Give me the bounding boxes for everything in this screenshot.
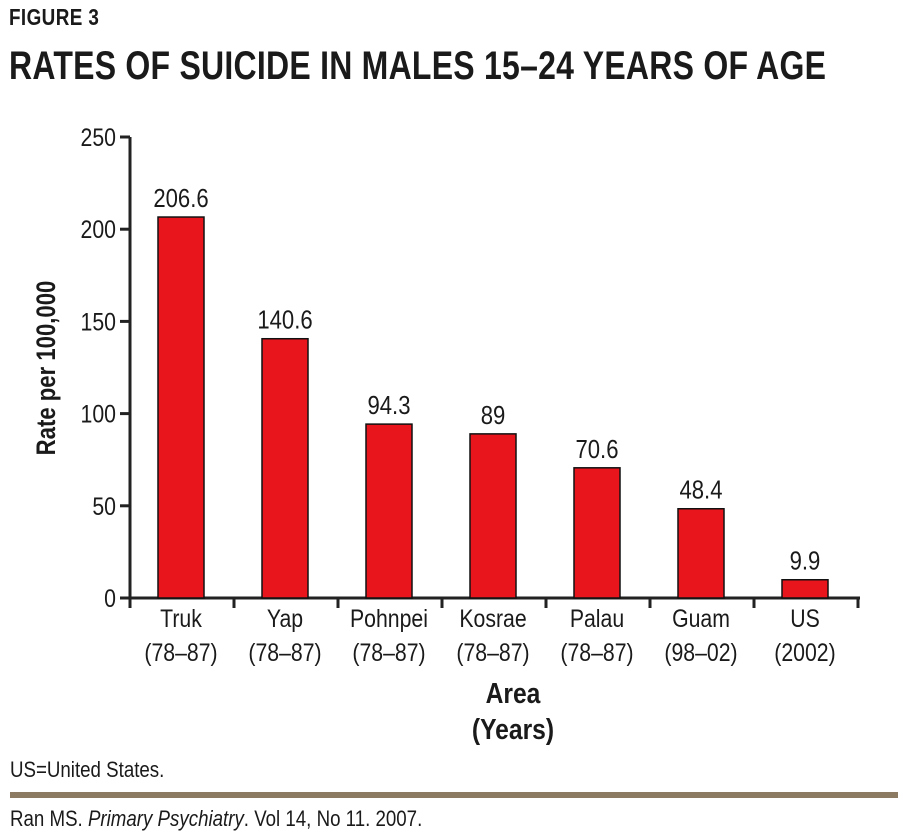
x-axis-label: Area [486,677,542,709]
bar [573,467,621,599]
y-tick-label: 50 [92,492,116,520]
data-label: 140.6 [257,306,312,335]
data-label: 70.6 [576,435,619,464]
x-tick-label: (78–87) [144,638,217,666]
y-tick-label: 200 [81,216,116,244]
x-tick-label: Truk [160,604,202,632]
x-tick-label: Palau [570,604,624,632]
x-tick-label: (2002) [774,638,835,666]
bar [677,508,725,599]
x-tick-label: US [790,604,820,632]
y-axis-label: Rate per 100,000 [32,281,62,456]
bar [365,423,413,599]
divider-rule [10,792,898,798]
x-tick-label: (78–87) [560,638,633,666]
figure-label: FIGURE 3 [9,4,100,30]
footnote: US=United States. [10,757,165,782]
x-tick-label: (98–02) [664,638,737,666]
data-label: 48.4 [680,476,723,505]
x-axis-label: (Years) [472,713,554,745]
chart-title: RATES OF SUICIDE IN MALES 15–24 YEARS OF… [9,44,827,88]
x-tick-label: Guam [672,604,730,632]
citation: Ran MS. Primary Psychiatry. Vol 14, No 1… [10,806,422,832]
x-tick-label: Pohnpei [350,604,428,632]
y-tick-label: 0 [104,584,116,612]
bar [469,433,517,599]
x-tick-label: (78–87) [248,638,321,666]
x-tick-label: Kosrae [459,604,526,632]
data-label: 89 [481,401,506,430]
citation-authors: Ran MS. [10,806,88,831]
bar [261,337,309,599]
citation-journal: Primary Psychiatry [87,806,244,831]
data-label: 9.9 [790,547,821,576]
bar [157,216,205,599]
bar [781,578,829,599]
x-tick-label: (78–87) [352,638,425,666]
bar-chart: 0 50 100 150 200 250 Rate per 100,000 206.6 Truk… [32,123,860,745]
citation-details: . Vol 14, No 11. 2007. [243,806,423,831]
y-tick-label: 250 [81,123,116,151]
y-tick-label: 150 [81,308,116,336]
data-label: 206.6 [153,184,208,213]
x-tick-label: (78–87) [456,638,529,666]
data-label: 94.3 [368,391,411,420]
y-tick-label: 100 [81,400,116,428]
x-tick-label: Yap [267,604,303,632]
